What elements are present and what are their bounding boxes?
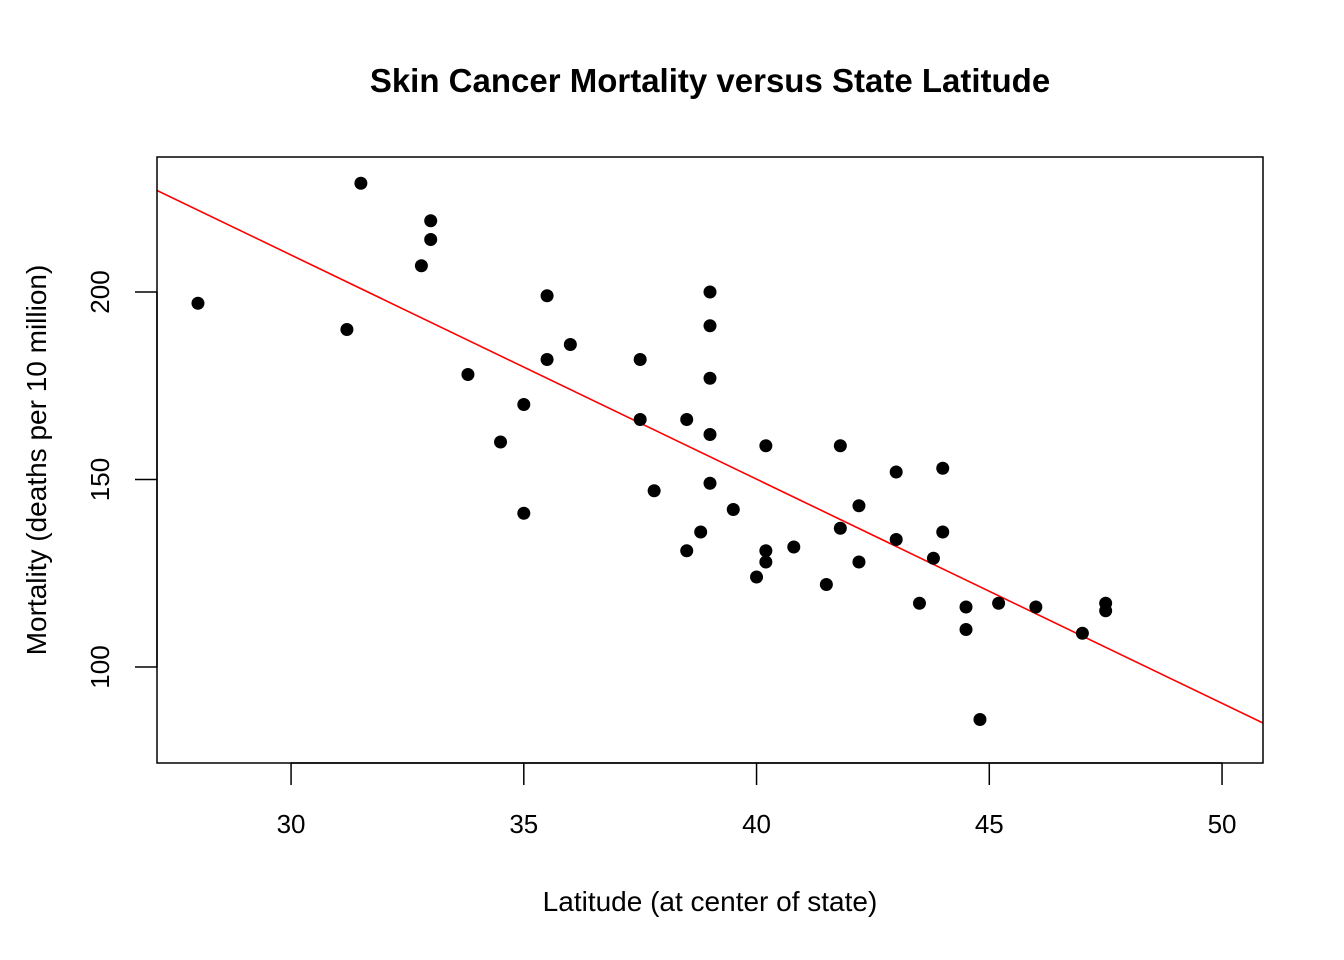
data-point bbox=[703, 319, 717, 333]
data-point bbox=[494, 435, 508, 449]
data-point bbox=[833, 521, 847, 535]
data-point bbox=[517, 506, 531, 520]
data-point bbox=[540, 289, 554, 303]
x-tick-label: 50 bbox=[1208, 809, 1237, 839]
data-point bbox=[647, 484, 661, 498]
data-point bbox=[889, 533, 903, 546]
data-point bbox=[787, 540, 801, 554]
data-point bbox=[517, 398, 531, 411]
x-axis-label: Latitude (at center of state) bbox=[543, 886, 878, 917]
data-point bbox=[889, 465, 903, 479]
data-point bbox=[959, 600, 973, 614]
chart-title: Skin Cancer Mortality versus State Latit… bbox=[370, 62, 1050, 99]
data-point bbox=[992, 596, 1006, 610]
data-point bbox=[759, 555, 773, 569]
data-point bbox=[703, 476, 717, 490]
data-point bbox=[852, 499, 866, 513]
y-axis-label: Mortality (deaths per 10 million) bbox=[21, 265, 52, 656]
data-point bbox=[563, 338, 577, 351]
data-point bbox=[759, 544, 773, 558]
data-point bbox=[424, 233, 438, 246]
y-tick-label: 150 bbox=[85, 458, 115, 501]
data-point bbox=[461, 368, 475, 381]
data-point bbox=[726, 503, 740, 516]
data-point bbox=[414, 259, 428, 273]
data-point bbox=[1029, 600, 1043, 614]
data-point bbox=[833, 439, 847, 453]
data-point bbox=[633, 413, 647, 426]
data-point bbox=[759, 439, 773, 453]
data-point bbox=[959, 623, 973, 636]
data-point bbox=[680, 544, 694, 558]
y-tick-label: 100 bbox=[85, 645, 115, 688]
data-point bbox=[540, 353, 554, 366]
x-tick-label: 40 bbox=[742, 809, 771, 839]
data-point bbox=[852, 555, 866, 569]
data-point bbox=[703, 285, 717, 299]
y-tick-label: 200 bbox=[85, 270, 115, 313]
data-point bbox=[973, 713, 987, 726]
data-point bbox=[424, 214, 438, 228]
x-tick-label: 45 bbox=[975, 809, 1004, 839]
x-tick-label: 30 bbox=[277, 809, 306, 839]
data-point bbox=[936, 525, 950, 539]
data-point bbox=[703, 428, 717, 441]
x-tick-label: 35 bbox=[509, 809, 538, 839]
data-point bbox=[191, 296, 205, 310]
data-point bbox=[340, 323, 354, 336]
y-axis: 100 150 200 bbox=[85, 270, 158, 689]
data-point bbox=[633, 353, 647, 366]
data-point bbox=[912, 596, 926, 610]
plot-frame bbox=[156, 156, 1264, 764]
data-point bbox=[354, 176, 368, 190]
data-point bbox=[1075, 626, 1089, 640]
data-point bbox=[1099, 604, 1113, 618]
data-point bbox=[694, 525, 708, 539]
x-axis: 30 35 40 45 50 bbox=[277, 762, 1237, 839]
data-point bbox=[703, 371, 717, 385]
regression-line bbox=[157, 189, 1263, 724]
data-point bbox=[750, 570, 764, 584]
data-point bbox=[926, 551, 940, 565]
data-point bbox=[936, 461, 950, 475]
data-point bbox=[819, 578, 833, 591]
data-point bbox=[680, 413, 694, 426]
